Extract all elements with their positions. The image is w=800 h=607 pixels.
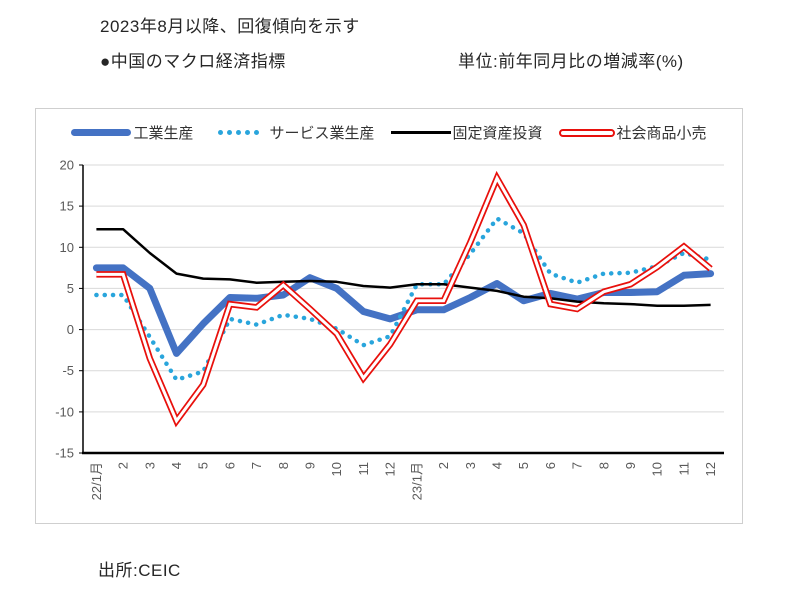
x-tick-label: 12 bbox=[383, 462, 398, 476]
series-line-1 bbox=[94, 216, 713, 383]
x-tick-label: 3 bbox=[142, 462, 157, 469]
x-tick-label: 6 bbox=[222, 462, 237, 469]
x-tick-label: 3 bbox=[463, 462, 478, 469]
retail-double-line-swatch-icon bbox=[558, 128, 615, 137]
legend-label-industrial: 工業生産 bbox=[133, 125, 194, 142]
legend-item-retail: 社会商品小売 bbox=[558, 122, 707, 143]
x-tick-label: 9 bbox=[623, 462, 638, 469]
x-tick-label: 4 bbox=[169, 462, 184, 469]
legend-label-fixed-asset: 固定資産投資 bbox=[452, 125, 543, 142]
page-title: 2023年8月以降、回復傾向を示す bbox=[100, 17, 360, 36]
y-tick-label: 5 bbox=[67, 281, 74, 296]
chart-title: ●中国のマクロ経済指標 bbox=[100, 52, 286, 71]
chart-container: 工業生産 サービス業生産 固定資産投資 社会商品小売 20 15 10 5 0 -5 -10… bbox=[35, 108, 743, 524]
legend-label-retail: 社会商品小売 bbox=[616, 125, 707, 142]
x-tick-label: 2 bbox=[116, 462, 131, 469]
chart-legend: 工業生産 サービス業生産 固定資産投資 社会商品小売 bbox=[36, 122, 742, 143]
x-tick-label: 7 bbox=[249, 462, 264, 469]
legend-item-services: サービス業生産 bbox=[209, 122, 375, 143]
legend-label-services: サービス業生産 bbox=[269, 125, 375, 142]
x-tick-label: 2 bbox=[436, 462, 451, 469]
x-tick-label: 8 bbox=[276, 462, 291, 469]
source-note: 出所:CEIC bbox=[98, 561, 181, 580]
fixed-asset-line-swatch-icon bbox=[390, 131, 451, 134]
x-tick-label: 23/1月 bbox=[409, 462, 424, 500]
x-tick-label: 5 bbox=[196, 462, 211, 469]
x-tick-label: 12 bbox=[703, 462, 718, 476]
legend-item-fixed-asset: 固定資産投資 bbox=[390, 122, 543, 143]
line-chart: 20 15 10 5 0 -5 -10 -15 22/1月 2 3 4 5 6 7 8 9 10 11 12 23/1月… bbox=[55, 158, 724, 500]
series-line-3 bbox=[96, 170, 713, 428]
series-line-2 bbox=[96, 227, 711, 307]
y-tick-label: -10 bbox=[55, 404, 74, 419]
industrial-line-swatch-icon bbox=[71, 129, 132, 136]
x-tick-label: 11 bbox=[356, 462, 371, 476]
x-tick-label: 4 bbox=[490, 462, 505, 469]
services-dotted-swatch-icon bbox=[209, 130, 267, 135]
x-tick-label: 22/1月 bbox=[89, 462, 104, 500]
legend-item-industrial: 工業生産 bbox=[71, 122, 193, 143]
x-tick-label: 6 bbox=[543, 462, 558, 469]
y-tick-label: 0 bbox=[67, 322, 74, 337]
x-tick-label: 7 bbox=[570, 462, 585, 469]
x-tick-label: 8 bbox=[596, 462, 611, 469]
x-tick-label: 11 bbox=[676, 462, 691, 476]
y-tick-label: -5 bbox=[62, 363, 74, 378]
x-tick-label: 9 bbox=[303, 462, 318, 469]
y-tick-label: 10 bbox=[60, 240, 74, 255]
y-tick-label: -15 bbox=[55, 446, 74, 461]
x-tick-label: 5 bbox=[516, 462, 531, 469]
y-tick-label: 15 bbox=[60, 199, 74, 214]
unit-label: 単位:前年同月比の増減率(%) bbox=[458, 52, 684, 71]
y-tick-label: 20 bbox=[60, 158, 74, 173]
x-tick-label: 10 bbox=[329, 462, 344, 476]
x-tick-label: 10 bbox=[650, 462, 665, 476]
series-line-3-core bbox=[96, 174, 712, 424]
